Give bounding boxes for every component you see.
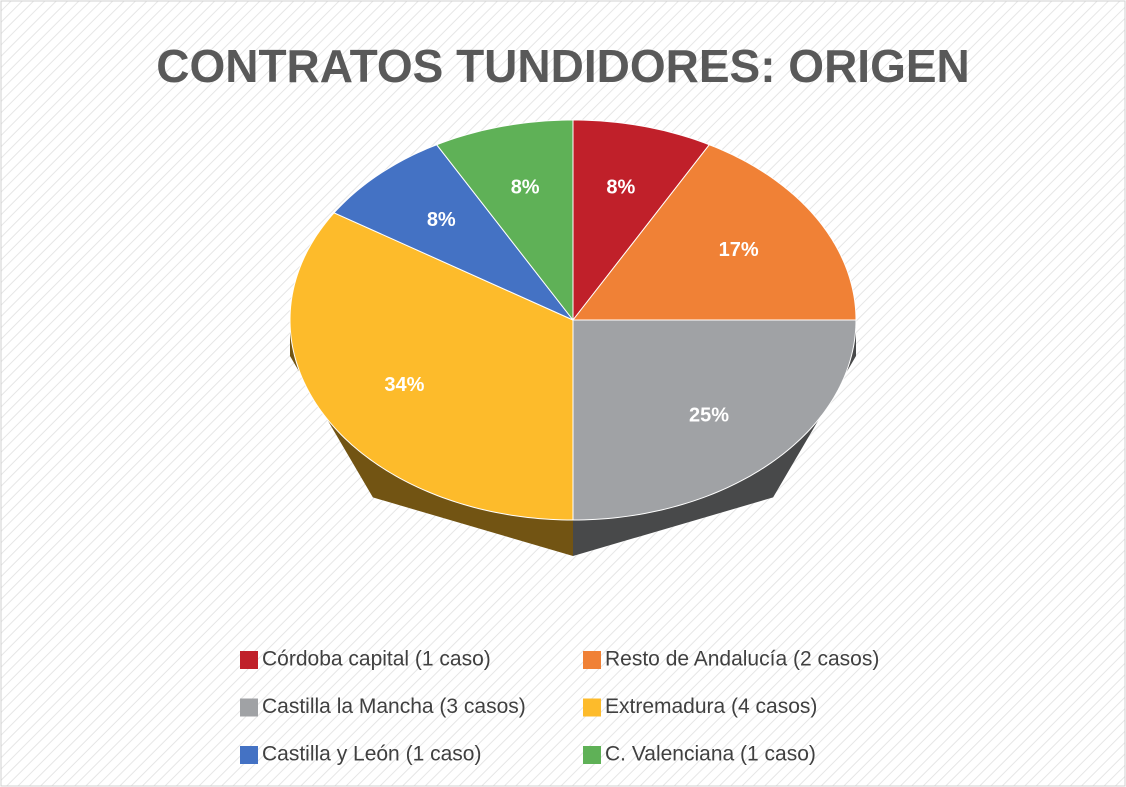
chart-title: CONTRATOS TUNDIDORES: ORIGEN bbox=[156, 40, 970, 92]
data-label: 25% bbox=[689, 404, 729, 426]
legend-label: Castilla y León (1 caso) bbox=[262, 743, 481, 766]
slice bbox=[333, 144, 574, 321]
slice bbox=[289, 212, 574, 521]
legend-label: C. Valenciana (1 caso) bbox=[605, 743, 816, 766]
data-label: 8% bbox=[511, 177, 540, 199]
legend-swatch bbox=[240, 746, 258, 764]
slice bbox=[571, 144, 857, 321]
slice bbox=[435, 119, 574, 322]
legend-label: Castilla la Mancha (3 casos) bbox=[262, 695, 526, 718]
legend-swatch bbox=[583, 651, 601, 669]
legend-swatch bbox=[583, 746, 601, 764]
legend-swatch bbox=[240, 651, 258, 669]
legend-label: Córdoba capital (1 caso) bbox=[262, 648, 491, 671]
legend-swatch bbox=[583, 698, 601, 717]
legend-label: Resto de Andalucía (2 casos) bbox=[605, 648, 879, 671]
slice bbox=[572, 119, 711, 322]
data-label: 8% bbox=[606, 177, 635, 199]
data-label: 34% bbox=[384, 374, 424, 396]
slice-side bbox=[290, 320, 573, 556]
data-label: 17% bbox=[719, 239, 759, 261]
slice-side bbox=[573, 320, 856, 556]
legend-swatch bbox=[240, 698, 258, 717]
data-label: 8% bbox=[427, 209, 456, 231]
slice bbox=[572, 319, 857, 521]
legend-label: Extremadura (4 casos) bbox=[605, 695, 817, 718]
